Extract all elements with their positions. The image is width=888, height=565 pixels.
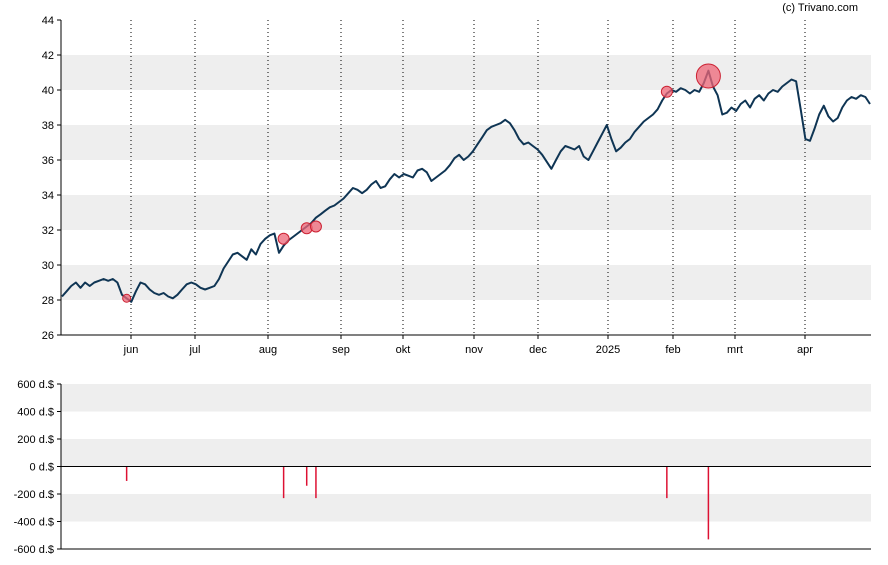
volume-panel-bands	[61, 384, 871, 522]
insider-volume-bars	[125, 466, 710, 540]
volume-y-tick-label: 200 d.$	[17, 434, 54, 446]
month-x-tick-label: 2025	[596, 344, 620, 356]
month-x-tick-label: feb	[665, 344, 680, 356]
volume-y-tick-label: 0 d.$	[30, 462, 54, 474]
month-x-tick-label: jul	[188, 344, 200, 356]
volume-y-tick-label: -600 d.$	[14, 544, 54, 556]
trade-marker[interactable]	[122, 293, 132, 303]
price-y-tick-label: 28	[42, 295, 54, 307]
volume-band	[61, 384, 871, 412]
volume-band	[61, 494, 871, 522]
price-y-tick-label: 40	[42, 85, 54, 97]
price-y-tick-label: 34	[42, 190, 54, 202]
trade-marker[interactable]	[695, 63, 721, 89]
month-x-tick-label: apr	[797, 344, 813, 356]
chart-credit: (c) Trivano.com	[782, 2, 858, 14]
month-x-tick-label: sep	[332, 344, 350, 356]
price-y-tick-label: 36	[42, 155, 54, 167]
price-band	[61, 195, 871, 230]
month-gridlines	[130, 20, 806, 335]
trade-marker[interactable]	[660, 85, 673, 98]
price-band	[61, 55, 871, 90]
month-x-tick-label: aug	[259, 344, 277, 356]
insider-trade-markers	[122, 63, 721, 303]
price-band	[61, 265, 871, 300]
trade-marker[interactable]	[277, 232, 290, 245]
volume-y-tick-label: -400 d.$	[14, 517, 54, 529]
price-y-tick-label: 42	[42, 50, 54, 62]
month-x-tick-label: nov	[465, 344, 483, 356]
volume-y-tick-label: -200 d.$	[14, 489, 54, 501]
month-x-axis-ticks: jun jul aug sep okt nov dec 2025 feb mrt apr	[123, 335, 813, 356]
price-panel-bands	[61, 55, 871, 300]
price-y-tick-label: 26	[42, 330, 54, 342]
price-y-tick-label: 44	[42, 15, 54, 27]
month-x-tick-label: mrt	[727, 344, 743, 356]
trade-marker[interactable]	[309, 220, 322, 233]
volume-band	[61, 439, 871, 467]
price-y-tick-label: 38	[42, 120, 54, 132]
price-y-axis-ticks: 26 28 30 32 34 36 38 40 42 44	[42, 15, 61, 342]
price-y-tick-label: 32	[42, 225, 54, 237]
volume-y-axis-ticks: 600 d.$ 400 d.$ 200 d.$ 0 d.$ -200 d.$ -400 d…	[14, 379, 61, 556]
volume-y-tick-label: 600 d.$	[17, 379, 54, 391]
month-x-tick-label: okt	[396, 344, 411, 356]
price-band	[61, 125, 871, 160]
price-line	[61, 69, 871, 303]
price-y-tick-label: 30	[42, 260, 54, 272]
volume-y-tick-label: 400 d.$	[17, 407, 54, 419]
month-x-tick-label: dec	[529, 344, 547, 356]
month-x-tick-label: jun	[123, 344, 139, 356]
price-series	[61, 69, 871, 303]
